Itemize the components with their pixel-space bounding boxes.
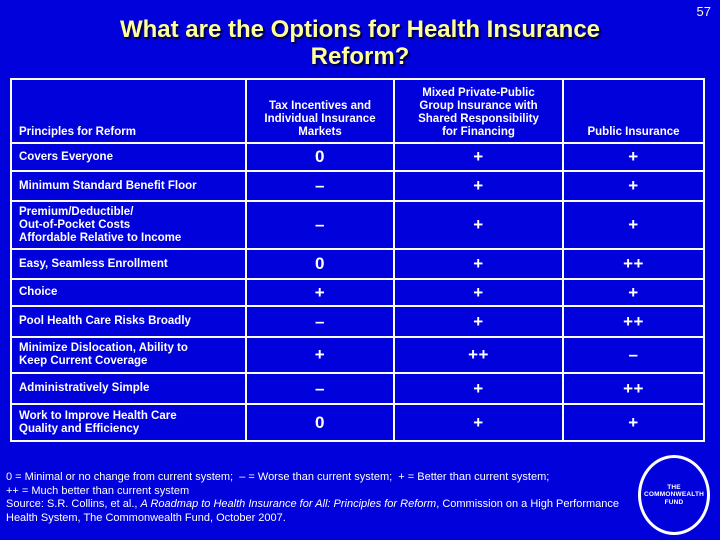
table-row: Choice + + + — [10, 278, 705, 307]
table-row: Pool Health Care Risks Broadly – + ++ — [10, 305, 705, 338]
row-label: Minimize Dislocation, Ability to Keep Cu… — [10, 336, 247, 374]
page-number: 57 — [696, 4, 711, 19]
comparison-table: Principles for Reform Tax Incentives and… — [10, 78, 705, 442]
row-label: Pool Health Care Risks Broadly — [10, 305, 247, 338]
rating-cell: ++ — [562, 305, 705, 338]
rating-cell: + — [393, 372, 564, 405]
rating-cell: – — [245, 372, 395, 405]
rating-cell: – — [562, 336, 705, 374]
logo-line: THE — [667, 483, 681, 491]
table-row: Minimize Dislocation, Ability to Keep Cu… — [10, 336, 705, 374]
row-label: Easy, Seamless Enrollment — [10, 248, 247, 280]
rating-cell: + — [393, 278, 564, 307]
rating-cell: + — [393, 200, 564, 250]
rating-cell: – — [245, 170, 395, 202]
table-row: Covers Everyone 0 + + — [10, 142, 705, 172]
rating-cell: + — [562, 278, 705, 307]
rating-cell: + — [393, 170, 564, 202]
table-row: Easy, Seamless Enrollment 0 + ++ — [10, 248, 705, 280]
row-label: Minimum Standard Benefit Floor — [10, 170, 247, 202]
rating-cell: + — [393, 142, 564, 172]
table-row: Minimum Standard Benefit Floor – + + — [10, 170, 705, 202]
commonwealth-fund-logo: THE COMMONWEALTH FUND — [638, 455, 710, 535]
rating-cell: 0 — [245, 403, 395, 442]
source-title-italic: A Roadmap to Health Insurance for All: P… — [140, 498, 437, 510]
rating-cell: + — [245, 278, 395, 307]
source-text: Source: S.R. Collins, et al., — [6, 498, 141, 510]
source-text-suffix: , Commission on a High Performance Healt… — [6, 498, 623, 524]
rating-cell: 0 — [245, 248, 395, 280]
slide-title: What are the Options for Health Insuranc… — [119, 16, 601, 70]
header-tax-incentives: Tax Incentives and Individual Insurance … — [245, 78, 395, 144]
rating-cell: ++ — [562, 372, 705, 405]
logo-line: FUND — [664, 498, 684, 506]
rating-cell: ++ — [562, 248, 705, 280]
rating-cell: – — [245, 200, 395, 250]
rating-cell: + — [562, 200, 705, 250]
footnote: 0 = Minimal or no change from current sy… — [6, 471, 630, 525]
table-row: Administratively Simple – + ++ — [10, 372, 705, 405]
row-label: Premium/Deductible/ Out-of-Pocket Costs … — [10, 200, 247, 250]
header-public-insurance: Public Insurance — [562, 78, 705, 144]
rating-cell: + — [393, 403, 564, 442]
header-principles: Principles for Reform — [10, 78, 247, 144]
rating-cell: – — [245, 305, 395, 338]
logo-line: COMMONWEALTH — [643, 491, 705, 499]
row-label: Choice — [10, 278, 247, 307]
row-label: Covers Everyone — [10, 142, 247, 172]
commonwealth-fund-logo-text: THE COMMONWEALTH FUND — [644, 484, 704, 507]
rating-cell: ++ — [393, 336, 564, 374]
row-label: Administratively Simple — [10, 372, 247, 405]
table-row: Premium/Deductible/ Out-of-Pocket Costs … — [10, 200, 705, 250]
table-row: Work to Improve Health Care Quality and … — [10, 403, 705, 442]
rating-cell: + — [393, 248, 564, 280]
rating-cell: 0 — [245, 142, 395, 172]
rating-cell: + — [562, 170, 705, 202]
rating-cell: + — [393, 305, 564, 338]
rating-cell: + — [562, 403, 705, 442]
row-label: Work to Improve Health Care Quality and … — [10, 403, 247, 442]
header-mixed-private-public: Mixed Private-Public Group Insurance wit… — [393, 78, 564, 144]
rating-cell: + — [245, 336, 395, 374]
rating-cell: + — [562, 142, 705, 172]
legend-text: 0 = Minimal or no change from current sy… — [6, 471, 550, 497]
header-row: Principles for Reform Tax Incentives and… — [10, 78, 705, 144]
